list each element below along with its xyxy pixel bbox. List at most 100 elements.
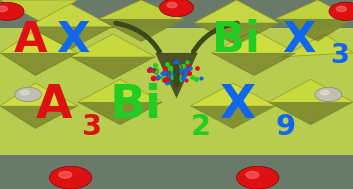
Point (170, 75, 175, 78)
Point (177, 71, 183, 74)
Point (164, 81, 170, 84)
Point (175, 69, 180, 72)
Point (162, 68, 168, 71)
Point (150, 69, 156, 72)
Point (173, 69, 179, 72)
Point (152, 64, 157, 67)
Point (162, 70, 167, 73)
Point (167, 67, 172, 70)
Point (174, 72, 180, 75)
Text: 2: 2 (191, 113, 211, 141)
Point (187, 67, 193, 70)
Point (174, 70, 180, 73)
Point (177, 71, 183, 74)
Circle shape (315, 87, 342, 102)
Circle shape (321, 90, 329, 95)
Point (146, 69, 151, 72)
Point (174, 70, 180, 73)
Point (159, 71, 165, 74)
Point (163, 69, 169, 72)
Polygon shape (71, 57, 155, 79)
Point (162, 72, 167, 75)
Circle shape (246, 171, 259, 178)
Polygon shape (0, 106, 78, 129)
Point (174, 70, 180, 73)
Text: X: X (282, 19, 316, 61)
FancyArrowPatch shape (116, 23, 159, 52)
Point (161, 78, 167, 81)
Point (167, 75, 173, 78)
Point (175, 65, 181, 68)
Point (147, 67, 152, 70)
Text: 3: 3 (330, 43, 349, 70)
Point (153, 71, 159, 74)
Point (178, 68, 183, 71)
Bar (0, 155, 353, 189)
Point (178, 77, 184, 80)
Point (178, 65, 183, 68)
Point (167, 75, 173, 78)
Point (189, 75, 195, 78)
Point (180, 76, 186, 79)
Text: A: A (14, 19, 48, 61)
Point (150, 76, 156, 79)
Point (174, 70, 180, 73)
Point (174, 72, 180, 75)
Point (154, 76, 160, 79)
Circle shape (167, 2, 177, 8)
Point (153, 70, 159, 73)
Point (186, 72, 192, 75)
Point (174, 71, 180, 74)
Point (198, 76, 204, 79)
Point (155, 75, 161, 78)
Point (174, 71, 180, 74)
FancyArrowPatch shape (194, 23, 237, 52)
Point (174, 70, 179, 73)
Text: Bi: Bi (212, 19, 260, 61)
Text: 3: 3 (81, 113, 101, 141)
Point (174, 71, 180, 74)
Point (184, 78, 189, 81)
Polygon shape (78, 102, 162, 125)
Point (160, 75, 165, 78)
Point (184, 78, 189, 81)
Point (159, 71, 165, 74)
Point (161, 78, 167, 81)
Polygon shape (28, 4, 113, 49)
Circle shape (0, 2, 24, 20)
Point (167, 67, 172, 70)
Polygon shape (71, 34, 155, 79)
Point (162, 70, 167, 73)
Point (170, 70, 176, 73)
Point (198, 76, 204, 79)
Circle shape (160, 0, 193, 17)
Point (184, 71, 189, 74)
Point (164, 63, 169, 66)
Point (164, 77, 170, 80)
Polygon shape (99, 19, 184, 42)
Point (151, 68, 157, 71)
Text: X: X (219, 83, 255, 128)
Point (185, 64, 190, 67)
Polygon shape (275, 19, 353, 42)
Point (153, 68, 158, 71)
Point (175, 66, 180, 69)
Polygon shape (191, 106, 275, 129)
Point (150, 76, 156, 79)
Polygon shape (78, 79, 162, 125)
Point (182, 66, 188, 69)
Point (176, 72, 181, 75)
Point (164, 77, 169, 80)
Point (172, 70, 177, 74)
Point (176, 74, 182, 77)
Point (182, 66, 188, 69)
Point (175, 66, 180, 69)
Circle shape (329, 2, 353, 20)
Polygon shape (194, 23, 279, 45)
Circle shape (15, 87, 42, 102)
Point (187, 67, 193, 70)
Point (178, 68, 183, 71)
Polygon shape (268, 79, 353, 125)
Point (162, 72, 167, 75)
Polygon shape (0, 0, 78, 23)
